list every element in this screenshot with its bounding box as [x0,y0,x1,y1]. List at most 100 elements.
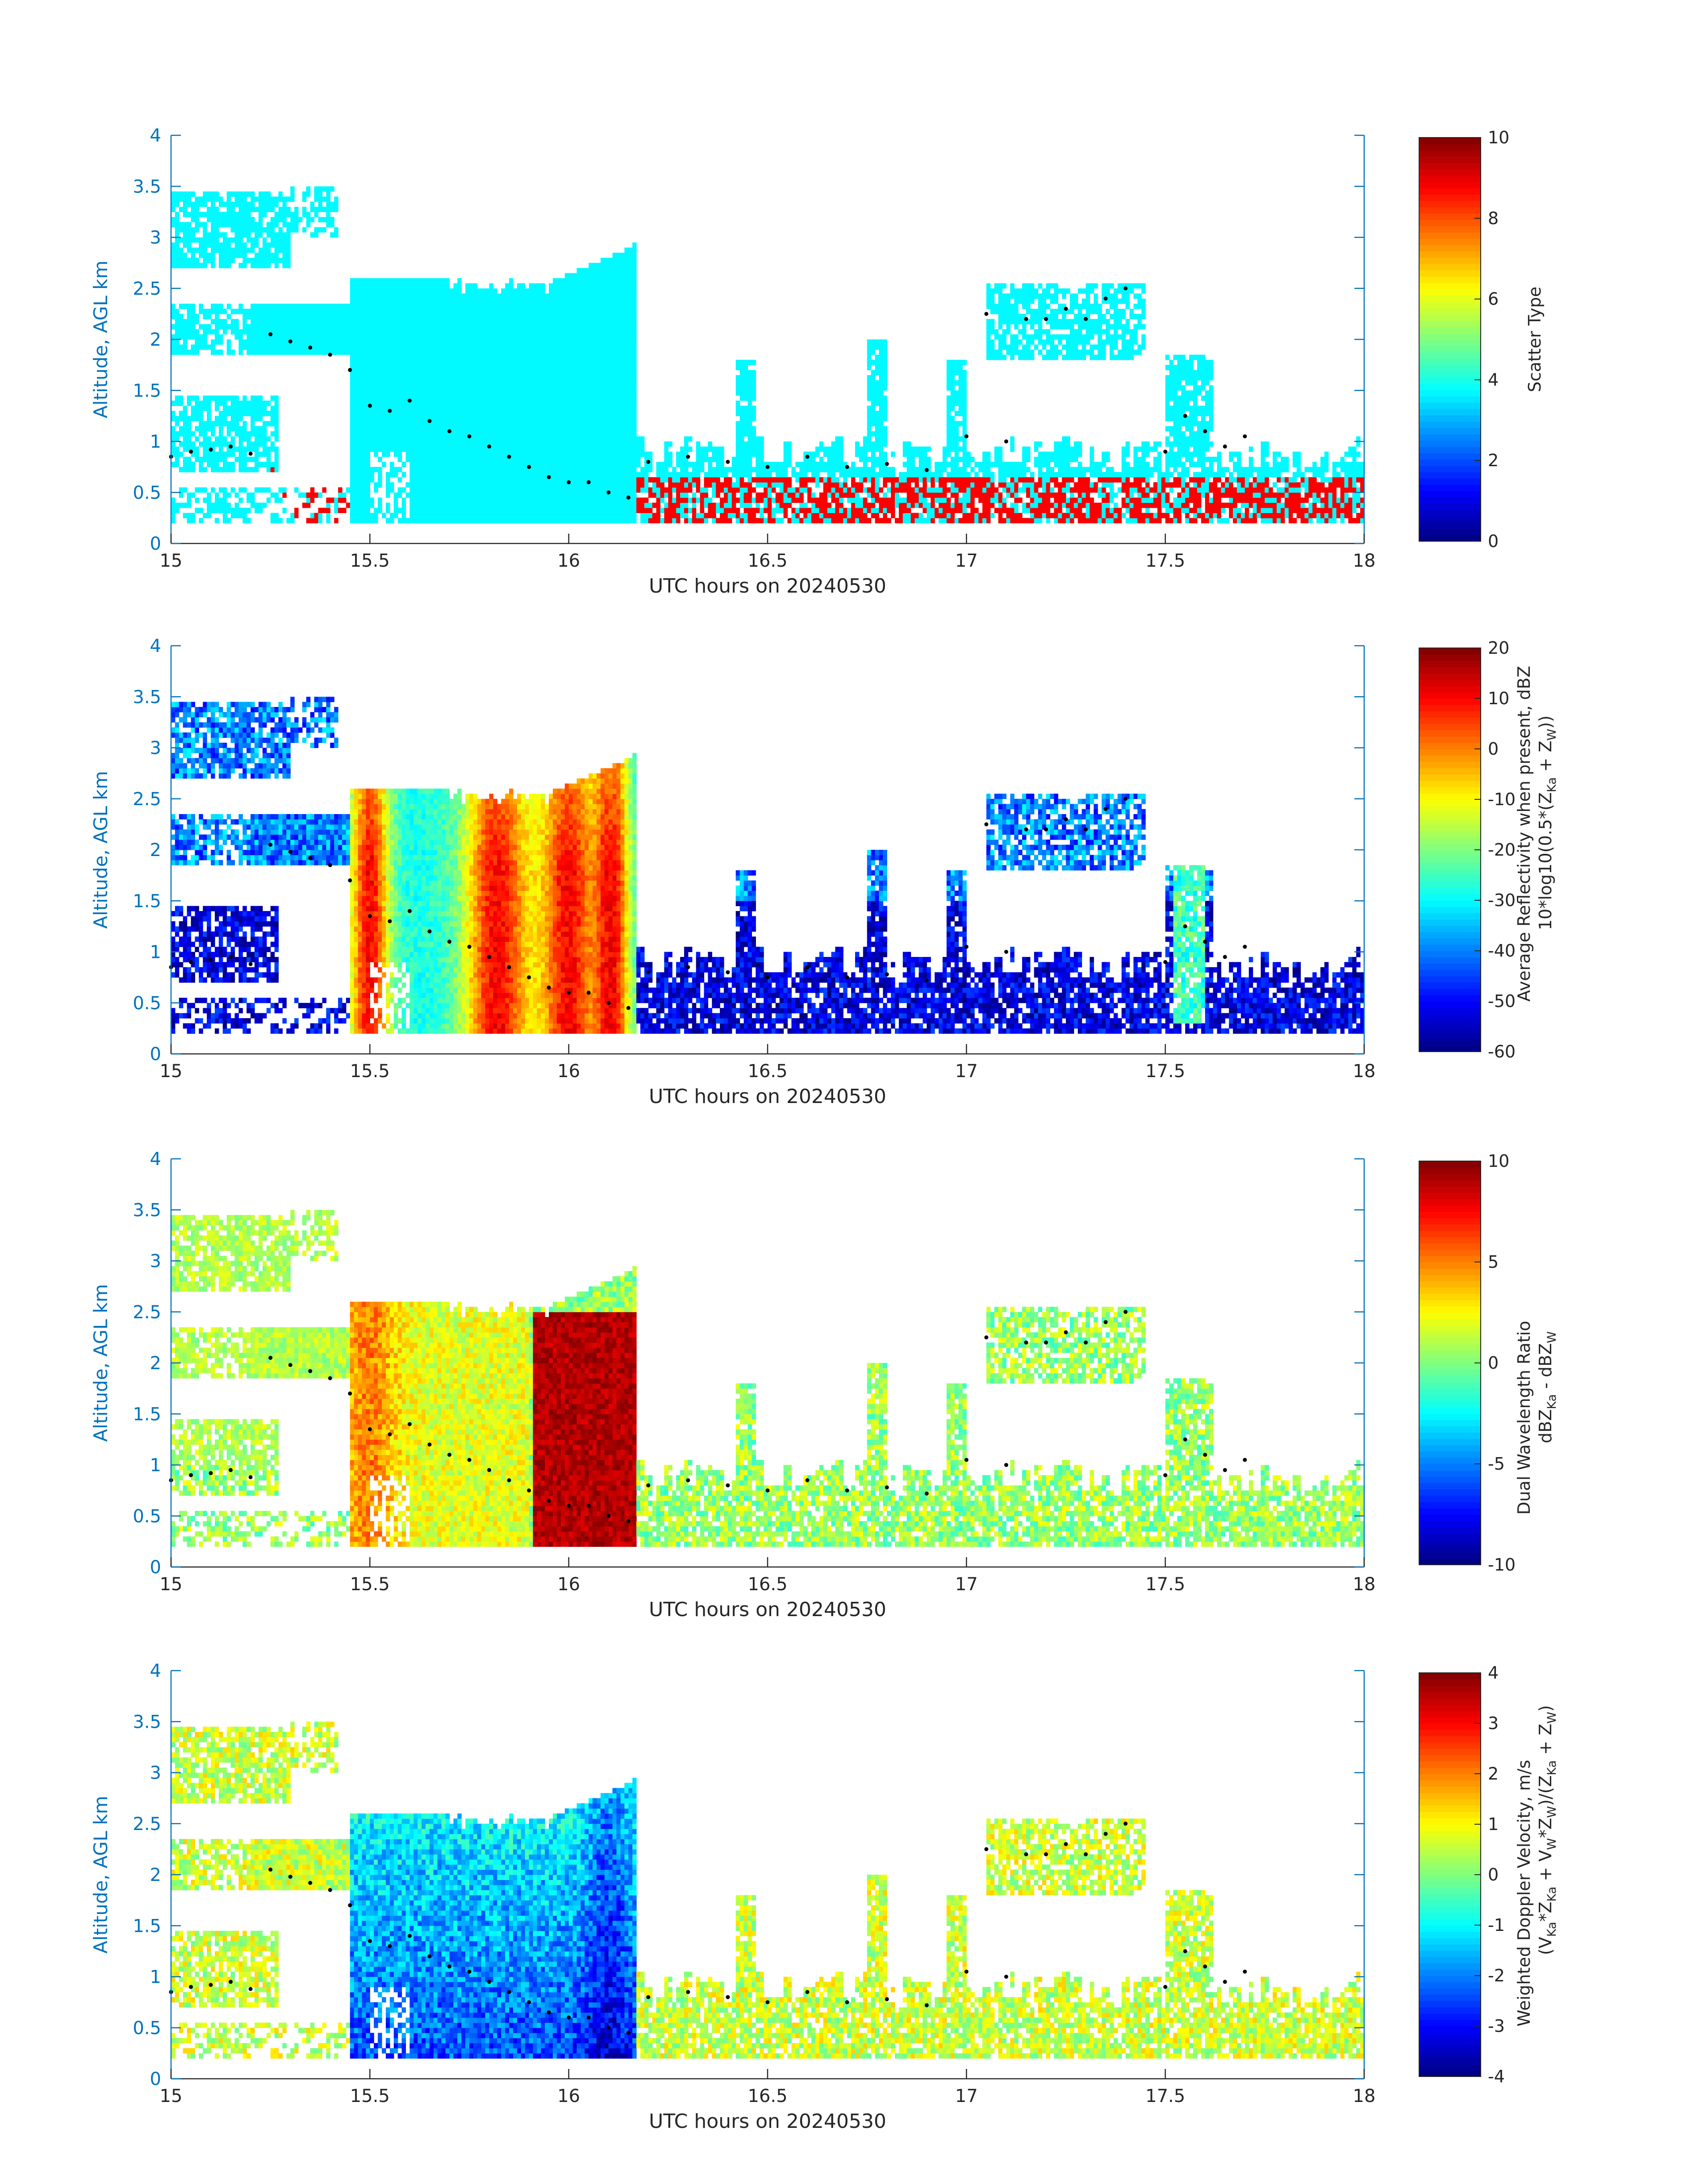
heatmap-cell [533,451,537,457]
heatmap-cell [334,227,338,233]
heatmap-cell [461,293,466,299]
heatmap-cell [445,451,450,457]
heatmap-cell [533,431,537,437]
heatmap-cell [441,441,446,447]
heatmap-cell [461,365,466,371]
heatmap-cell [358,467,363,472]
heatmap-cell [433,492,438,498]
heatmap-cell [589,451,593,457]
heatmap-cell [207,462,211,468]
heatmap-cell [266,467,271,472]
heatmap-cell [242,201,247,207]
heatmap-cell [533,390,537,396]
heatmap-cell [525,313,530,319]
heatmap-cell [469,477,474,483]
heatmap-cell [413,518,418,523]
heatmap-cell [215,405,219,411]
heatmap-cell [418,472,422,477]
heatmap-cell [608,293,613,299]
heatmap-cell [429,304,434,309]
heatmap-cell [497,319,501,325]
heatmap-cell [354,395,359,401]
heatmap-cell [393,349,398,355]
heatmap-cell [485,375,490,380]
heatmap-cell [485,334,490,340]
heatmap-cell [676,487,681,493]
heatmap-cell [199,487,203,493]
heatmap-cell [640,518,645,523]
heatmap-cell [568,324,573,330]
heatmap-cell [255,446,259,452]
heatmap-cell [258,502,263,508]
heatmap-cell [704,456,708,462]
heatmap-cell [608,410,613,416]
heatmap-cell [564,401,569,406]
heatmap-cell [600,482,605,488]
heatmap-cell [533,375,537,380]
heatmap-cell [533,329,537,335]
heatmap-cell [302,313,307,319]
heatmap-cell [441,451,446,457]
heatmap-cell [604,482,609,488]
heatmap-cell [437,278,442,284]
heatmap-cell [612,462,617,468]
heatmap-cell [413,492,418,498]
heatmap-cell [445,309,450,314]
heatmap-cell [541,477,545,483]
heatmap-cell [560,513,565,518]
heatmap-cell [517,431,522,437]
heatmap-cell [612,390,617,396]
heatmap-cell [389,298,394,304]
heatmap-cell [585,380,589,386]
heatmap-cell [692,477,697,483]
heatmap-cell [477,385,482,391]
heatmap-cell [473,385,478,391]
heatmap-cell [449,380,454,386]
heatmap-cell [366,416,370,422]
heatmap-cell [397,492,402,498]
heatmap-cell [401,513,406,518]
heatmap-cell [370,375,374,380]
heatmap-cell [545,502,549,508]
heatmap-cell [449,309,454,314]
heatmap-cell [374,349,378,355]
heatmap-cell [481,456,486,462]
heatmap-cell [441,401,446,406]
heatmap-cell [509,451,514,457]
heatmap-cell [549,329,553,335]
heatmap-cell [457,349,462,355]
heatmap-cell [187,502,192,508]
heatmap-cell [489,508,493,513]
heatmap-cell [497,446,501,452]
heatmap-cell [481,349,486,355]
heatmap-cell [585,467,589,472]
heatmap-cell [513,405,518,411]
heatmap-cell [572,375,577,380]
heatmap-cell [350,482,355,488]
heatmap-cell [426,329,430,335]
heatmap-cell [624,304,629,309]
heatmap-cell [549,410,553,416]
heatmap-cell [203,252,207,258]
heatmap-cell [366,441,370,447]
heatmap-cell [426,518,430,523]
heatmap-cell [326,196,330,202]
heatmap-cell [608,380,613,386]
heatmap-cell [704,502,708,508]
heatmap-cell [604,375,609,380]
heatmap-cell [465,446,470,452]
heatmap-cell [608,344,613,350]
heatmap-cell [426,421,430,426]
heatmap-cell [469,293,474,299]
heatmap-cell [624,502,629,508]
heatmap-cell [429,395,434,401]
heatmap-cell [545,298,549,304]
heatmap-cell [386,339,390,345]
heatmap-cell [457,431,462,437]
heatmap-cell [537,283,541,289]
heatmap-cell [568,395,573,401]
heatmap-cell [672,508,677,513]
heatmap-cell [286,329,291,335]
heatmap-cell [354,477,359,483]
heatmap-cell [457,313,462,319]
